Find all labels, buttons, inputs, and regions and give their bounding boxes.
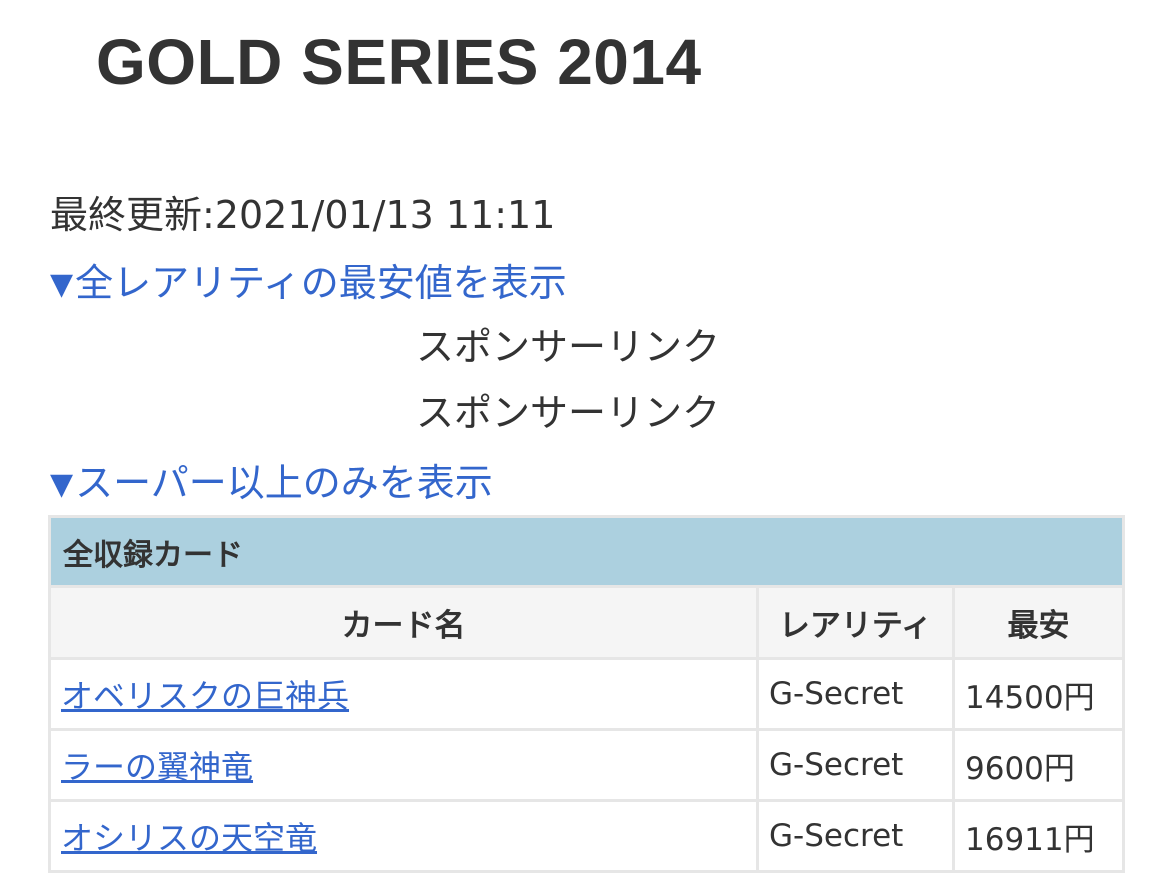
triangle-down-icon: ▼	[50, 267, 74, 302]
page-title: GOLD SERIES 2014	[96, 26, 702, 98]
card-name-link[interactable]: オベリスクの巨神兵	[61, 677, 350, 715]
rarity-cell: G-Secret	[756, 728, 955, 802]
card-name-cell: ラーの翼神竜	[48, 728, 759, 802]
show-super-and-above-label: スーパー以上のみを表示	[75, 461, 493, 505]
column-header-lowest-price: 最安	[951, 585, 1126, 660]
column-header-card-name: カード名	[48, 585, 759, 660]
sponsor-link-label: スポンサーリンク	[416, 391, 721, 435]
last-updated-text: 最終更新:2021/01/13 11:11	[50, 193, 556, 237]
price-cell: 9600円	[951, 728, 1126, 802]
table-caption: 全収録カード	[47, 515, 1126, 588]
triangle-down-icon: ▼	[50, 467, 74, 502]
table-row: ラーの翼神竜 G-Secret 9600円	[48, 728, 1126, 802]
rarity-cell: G-Secret	[756, 657, 955, 731]
show-all-rarities-label: 全レアリティの最安値を表示	[75, 261, 567, 305]
sponsor-link-label: スポンサーリンク	[416, 325, 721, 369]
card-name-link[interactable]: オシリスの天空竜	[61, 819, 318, 857]
card-name-cell: オシリスの天空竜	[48, 799, 759, 873]
show-super-and-above-link[interactable]: ▼スーパー以上のみを表示	[50, 458, 493, 510]
column-header-rarity: レアリティ	[756, 585, 955, 660]
price-cell: 16911円	[951, 799, 1126, 873]
table-row: オベリスクの巨神兵 G-Secret 14500円	[48, 657, 1126, 731]
card-list-table: 全収録カード カード名 レアリティ 最安 オベリスクの巨神兵 G-Secret …	[47, 515, 1126, 873]
card-name-cell: オベリスクの巨神兵	[48, 657, 759, 731]
rarity-cell: G-Secret	[756, 799, 955, 873]
table-row: オシリスの天空竜 G-Secret 16911円	[48, 799, 1126, 873]
card-name-link[interactable]: ラーの翼神竜	[61, 748, 254, 786]
show-all-rarities-link[interactable]: ▼全レアリティの最安値を表示	[50, 258, 567, 310]
price-cell: 14500円	[951, 657, 1126, 731]
